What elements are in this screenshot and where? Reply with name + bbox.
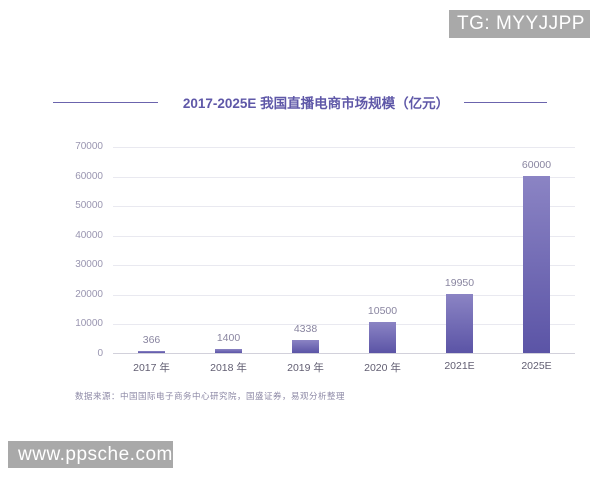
bar-value-label-2019年: 4338: [293, 323, 318, 336]
gridline-60000: [113, 176, 575, 178]
x-axis-line: [113, 353, 575, 354]
bar-2017年: [138, 351, 165, 353]
site-watermark-badge: www.ppsche.com: [8, 441, 173, 468]
y-axis-tick-label-60000: 60000: [75, 170, 103, 182]
gridline-10000: [113, 324, 575, 326]
gridline-50000: [113, 206, 575, 208]
y-axis-tick-label-50000: 50000: [75, 200, 103, 212]
title-divider-right: [464, 101, 548, 103]
x-axis-category-label-2020年: 2020 年: [364, 362, 401, 374]
source-note: 数据来源：中国国际电子商务中心研究院，国盛证券，易观分析整理: [75, 391, 346, 401]
tg-watermark-badge: TG: MYYJJPP: [449, 10, 590, 38]
y-axis-tick-label-70000: 70000: [75, 141, 103, 152]
chart-title-row: 2017-2025E 我国直播电商市场规模（亿元）: [0, 92, 600, 112]
title-divider-left: [52, 101, 158, 103]
chart-title: 2017-2025E 我国直播电商市场规模（亿元）: [182, 96, 450, 111]
y-axis: 0 10000 20000 30000 40000 50000 60000 70000: [55, 141, 103, 359]
gridline-40000: [113, 235, 575, 237]
bar-2021E: [446, 294, 473, 353]
bar-2025E: [523, 175, 550, 353]
bar-2020年: [369, 321, 396, 353]
plot-area: 366 2017 年 1400 2018 年 4338 2019 年 10500 2020 年…: [113, 147, 575, 374]
bar-2018年: [215, 348, 242, 353]
bar-value-label-2021E: 19950: [444, 277, 475, 289]
bar-value-label-2018年: 1400: [216, 331, 241, 344]
x-axis-category-label-2021E: 2021E: [444, 360, 475, 372]
x-axis-category-label-2025E: 2025E: [521, 360, 552, 372]
gridline-70000: [113, 147, 575, 148]
gridline-30000: [113, 265, 575, 267]
tg-watermark-text: TG: MYYJJPP: [457, 13, 585, 34]
y-axis-tick-label-0: 0: [97, 348, 103, 359]
y-axis-tick-label-10000: 10000: [75, 318, 103, 330]
y-axis-tick-label-30000: 30000: [75, 259, 103, 271]
x-axis-category-label-2017年: 2017 年: [133, 362, 170, 374]
bar-2019年: [292, 340, 319, 353]
y-axis-tick-label-40000: 40000: [75, 229, 103, 241]
gridline-20000: [113, 294, 575, 296]
bar-value-label-2017年: 366: [142, 334, 161, 346]
bar-value-label-2025E: 60000: [521, 158, 552, 171]
site-watermark-text: www.ppsche.com: [18, 443, 173, 465]
y-axis-tick-label-20000: 20000: [75, 288, 103, 300]
bar-value-label-2020年: 10500: [367, 304, 398, 317]
x-axis-category-label-2019年: 2019 年: [287, 362, 324, 374]
x-axis-category-label-2018年: 2018 年: [210, 362, 247, 374]
